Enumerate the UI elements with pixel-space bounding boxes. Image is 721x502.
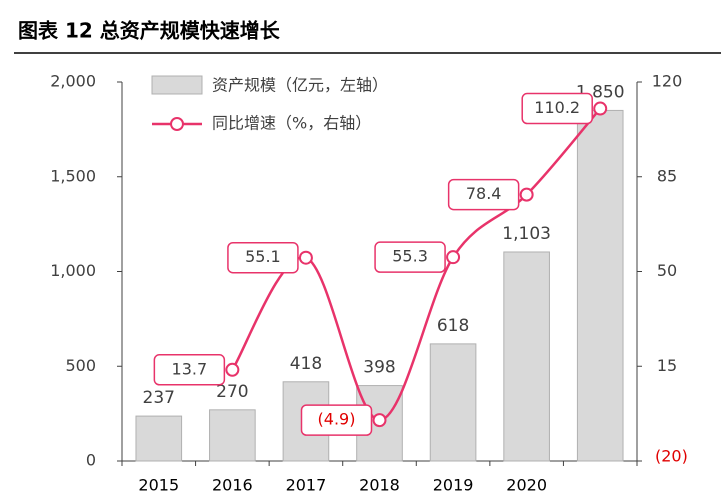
line-marker (298, 250, 313, 265)
line-marker (593, 101, 608, 116)
y2-tick-label: 85 (657, 166, 677, 185)
line-marker (225, 362, 240, 377)
line-marker (446, 250, 461, 265)
line-label: 78.4 (466, 184, 502, 203)
line-marker (519, 187, 534, 202)
y-tick-label: 2,000 (50, 72, 96, 91)
bar (429, 343, 477, 462)
x-tick-label: 2016 (212, 476, 253, 495)
line-label: (4.9) (318, 410, 356, 429)
bar-label: 398 (363, 358, 395, 378)
label-box (521, 92, 593, 125)
legend-label: 资产规模（亿元，左轴） (212, 76, 388, 95)
x-tick-label: 2018 (359, 476, 400, 495)
line-marker (372, 413, 387, 428)
legend-marker (170, 117, 184, 131)
y2-tick-label: 120 (652, 72, 683, 91)
x-tick-label: 2020 (506, 476, 547, 495)
label-box (374, 241, 446, 273)
bar (576, 109, 624, 462)
bar (209, 409, 256, 462)
bar-label: 1,103 (502, 224, 551, 244)
x-tick-label: 2015 (138, 476, 179, 495)
bar (135, 415, 183, 462)
y2-tick-label: 50 (657, 261, 677, 280)
y-tick-label: 1,000 (50, 261, 96, 280)
y-tick-label: 500 (65, 356, 96, 375)
y-tick-label: 0 (86, 451, 96, 470)
line-label: 110.2 (534, 98, 580, 117)
x-tick-label: 2017 (286, 476, 327, 495)
bar-label: 237 (143, 388, 175, 408)
label-box (300, 404, 373, 436)
legend-swatch (151, 75, 203, 95)
line-label: 55.3 (392, 247, 428, 266)
label-box (227, 241, 299, 274)
bar (503, 251, 550, 462)
legend-label: 同比增速（%，右轴） (212, 114, 371, 133)
line-label: 13.7 (172, 359, 208, 378)
y2-tick-label: (20) (655, 447, 688, 466)
x-tick-label: 2019 (433, 476, 474, 495)
y-tick-label: 1,500 (50, 166, 96, 185)
bar-label: 270 (216, 382, 248, 402)
y2-tick-label: 15 (657, 356, 677, 375)
chart-title: 图表 12 总资产规模快速增长 (18, 19, 281, 43)
line-label: 55.1 (245, 247, 281, 266)
bar-label: 618 (437, 316, 469, 336)
label-box (447, 178, 520, 211)
label-box (153, 354, 226, 386)
bar-label: 418 (290, 354, 322, 374)
